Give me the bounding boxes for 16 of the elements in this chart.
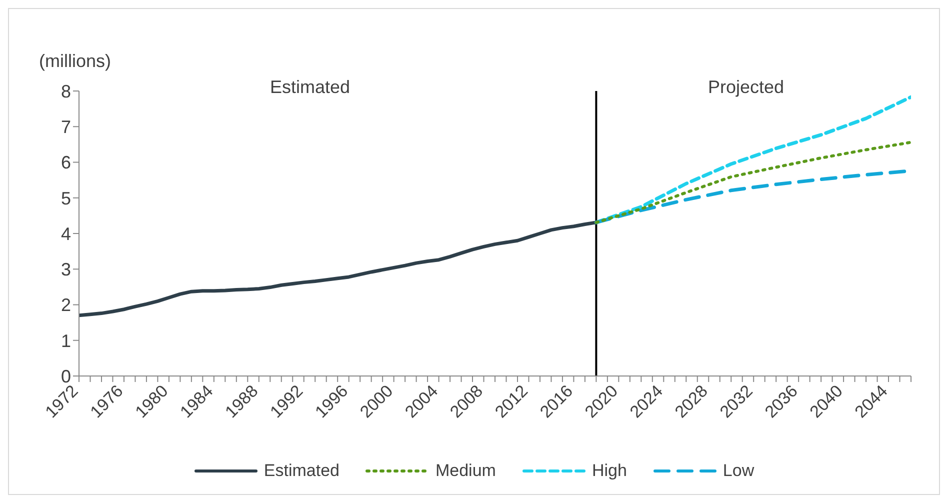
y-tick-label: 3 (60, 260, 71, 280)
legend-label: Low (722, 461, 754, 481)
y-tick-label: 0 (60, 366, 71, 386)
y-tick-label: 6 (60, 152, 71, 173)
y-axis-title: (millions) (39, 51, 111, 72)
legend-label: Estimated (264, 461, 340, 481)
annotation: Estimated (270, 77, 350, 98)
y-tick-label: 2 (60, 295, 71, 316)
y-tick-label: 1 (60, 330, 71, 351)
y-tick-label: 7 (60, 117, 71, 138)
annotation: Projected (708, 77, 784, 98)
y-tick-label: 5 (60, 188, 71, 208)
y-tick-label: 4 (60, 224, 71, 244)
legend-label: Medium (435, 461, 496, 481)
y-tick-label: 8 (60, 81, 71, 102)
legend-label: High (592, 461, 627, 481)
